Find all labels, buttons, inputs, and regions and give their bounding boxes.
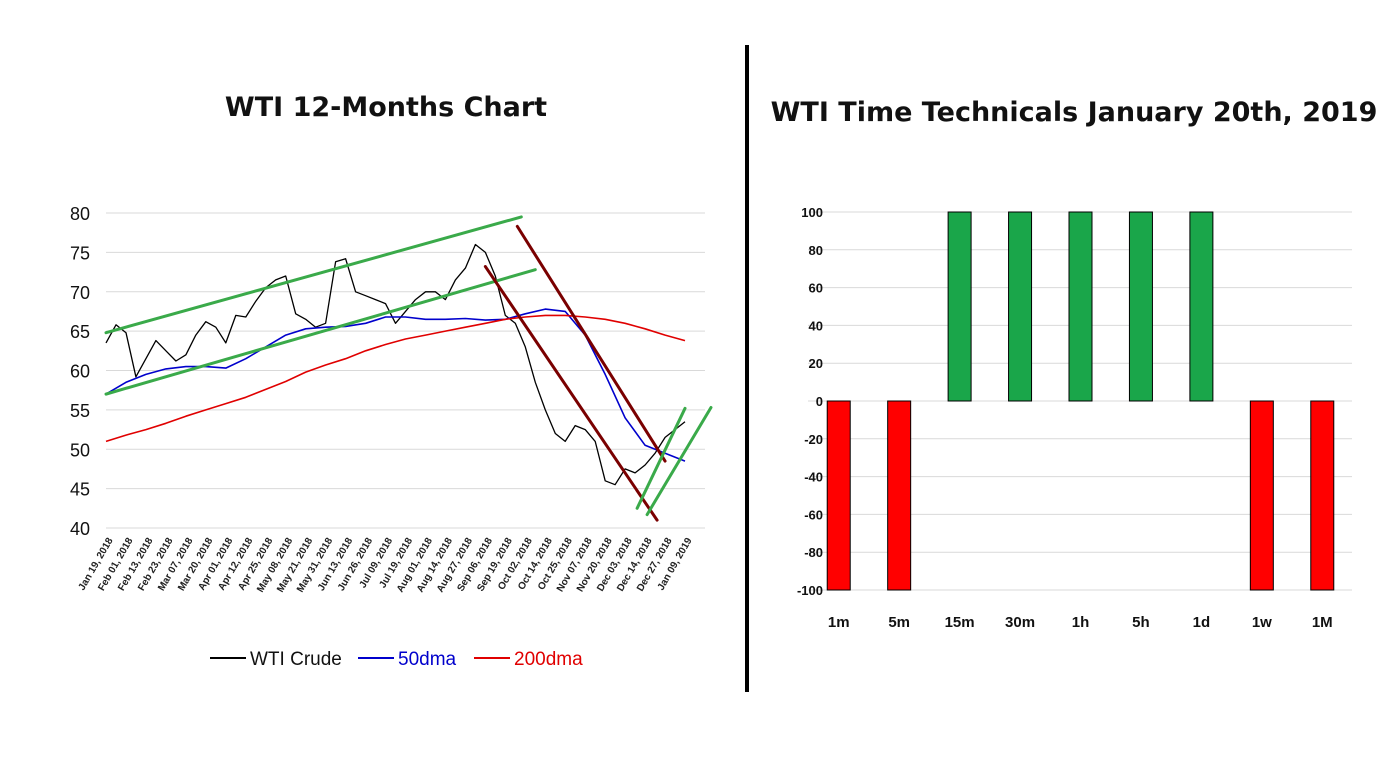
- bar-1w: [1249, 400, 1274, 591]
- legend-label: 200dma: [514, 649, 583, 670]
- right-y-tick-label: -60: [804, 507, 823, 522]
- right-x-tick-label: 1m: [828, 614, 850, 631]
- trendline: [515, 224, 667, 463]
- right-x-tick-label: 5h: [1132, 614, 1150, 631]
- right-bars: [826, 211, 1335, 591]
- left-y-axis-ticks: 40 45 50 55 60 65 70 75 80: [70, 204, 90, 539]
- right-x-tick-label: 5m: [888, 614, 910, 631]
- right-x-tick-label: 1M: [1312, 614, 1333, 631]
- right-y-tick-label: 20: [809, 356, 823, 371]
- series-line-wti-crude: [105, 243, 686, 486]
- right-y-tick-label: 60: [809, 281, 823, 296]
- right-y-axis-ticks: -100 -80 -60 -40 -20 0 20 40 60 80 100: [797, 205, 823, 598]
- right-chart-title: WTI Time Technicals January 20th, 2019: [771, 97, 1378, 128]
- legend-label: 50dma: [398, 649, 457, 670]
- right-y-tick-label: -100: [797, 583, 823, 598]
- right-y-tick-label: -80: [804, 545, 823, 560]
- right-y-tick-label: 100: [801, 205, 823, 220]
- right-y-tick-label: 0: [816, 394, 823, 409]
- right-y-tick-label: 80: [809, 243, 823, 258]
- right-x-tick-label: 1d: [1193, 614, 1211, 631]
- bar-1d: [1189, 211, 1214, 402]
- right-x-tick-label: 15m: [945, 614, 975, 631]
- trendline: [104, 215, 523, 335]
- left-y-tick-label: 55: [70, 401, 90, 421]
- left-y-tick-label: 75: [70, 243, 90, 263]
- trendline: [635, 406, 687, 510]
- left-legend: WTI Crude 50dma 200dma: [210, 649, 583, 670]
- left-chart-title: WTI 12-Months Chart: [225, 92, 547, 123]
- trendline: [104, 268, 537, 396]
- bar-1M: [1310, 400, 1335, 591]
- right-y-tick-label: -20: [804, 432, 823, 447]
- right-x-tick-label: 1h: [1072, 614, 1090, 631]
- bar-5h: [1128, 211, 1153, 402]
- right-y-tick-label: -40: [804, 470, 823, 485]
- bar-1m: [826, 400, 851, 591]
- series-line-200dma: [105, 314, 686, 443]
- left-trendlines: [104, 215, 713, 522]
- left-y-tick-label: 80: [70, 204, 90, 224]
- legend-label: WTI Crude: [250, 649, 342, 670]
- right-y-tick-label: 40: [809, 318, 823, 333]
- left-gridlines: [106, 212, 705, 529]
- trendline: [483, 265, 659, 522]
- right-x-tick-label: 30m: [1005, 614, 1035, 631]
- bar-5m: [887, 400, 912, 591]
- left-y-tick-label: 65: [70, 322, 90, 342]
- bar-15m: [947, 211, 972, 402]
- trendline: [645, 406, 713, 517]
- wti-time-technicals-bar-chart: WTI Time Technicals January 20th, 2019 -…: [771, 97, 1378, 631]
- right-x-tick-label: 1w: [1252, 614, 1272, 631]
- bar-1h: [1068, 211, 1093, 402]
- right-x-axis-ticks: 1m 5m 15m 30m 1h 5h 1d 1w 1M: [828, 614, 1333, 631]
- bar-30m: [1008, 211, 1033, 402]
- left-y-tick-label: 60: [70, 362, 90, 382]
- left-y-tick-label: 70: [70, 283, 90, 303]
- left-y-tick-label: 45: [70, 480, 90, 500]
- left-y-tick-label: 40: [70, 519, 90, 539]
- left-y-tick-label: 50: [70, 440, 90, 460]
